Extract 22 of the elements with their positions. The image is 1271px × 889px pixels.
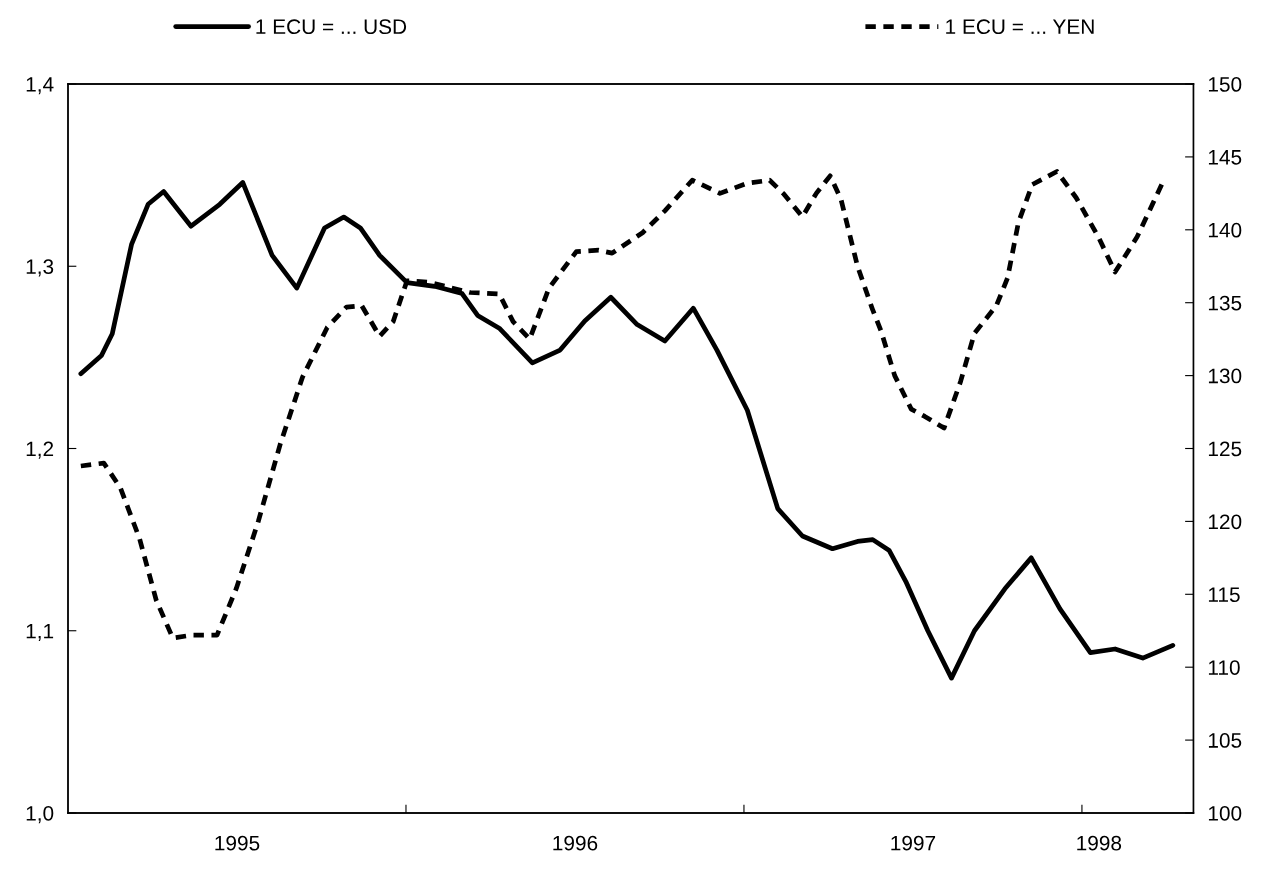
y2-tick-label: 105 xyxy=(1208,733,1242,748)
y2-tick-label: 130 xyxy=(1208,368,1242,384)
legend-label: 1 ECU = ... YEN xyxy=(946,19,1094,35)
x-tick-label: 1997 xyxy=(891,835,936,851)
y-tick-label: 1,3 xyxy=(26,259,54,277)
x-tick-label: 1995 xyxy=(215,835,260,851)
y-tick-label: 1,4 xyxy=(26,77,54,95)
y2-tick-label: 140 xyxy=(1208,222,1242,238)
x-tick-label: 1996 xyxy=(553,835,598,851)
y2-tick-label: 135 xyxy=(1208,295,1242,311)
y-tick-label: 1,1 xyxy=(26,623,54,641)
y2-tick-label: 115 xyxy=(1208,587,1240,603)
y2-tick-label: 145 xyxy=(1208,150,1242,165)
y2-tick-label: 150 xyxy=(1208,77,1242,92)
legend-label: 1 ECU = ... USD xyxy=(256,19,407,35)
y2-tick-label: 100 xyxy=(1208,805,1242,821)
y2-tick-label: 125 xyxy=(1208,441,1242,457)
y2-tick-label: 110 xyxy=(1208,660,1240,675)
y2-tick-label: 120 xyxy=(1208,514,1242,530)
y-tick-label: 1,0 xyxy=(26,805,54,824)
x-tick-label: 1998 xyxy=(1077,835,1122,851)
y-tick-label: 1,2 xyxy=(26,441,54,459)
